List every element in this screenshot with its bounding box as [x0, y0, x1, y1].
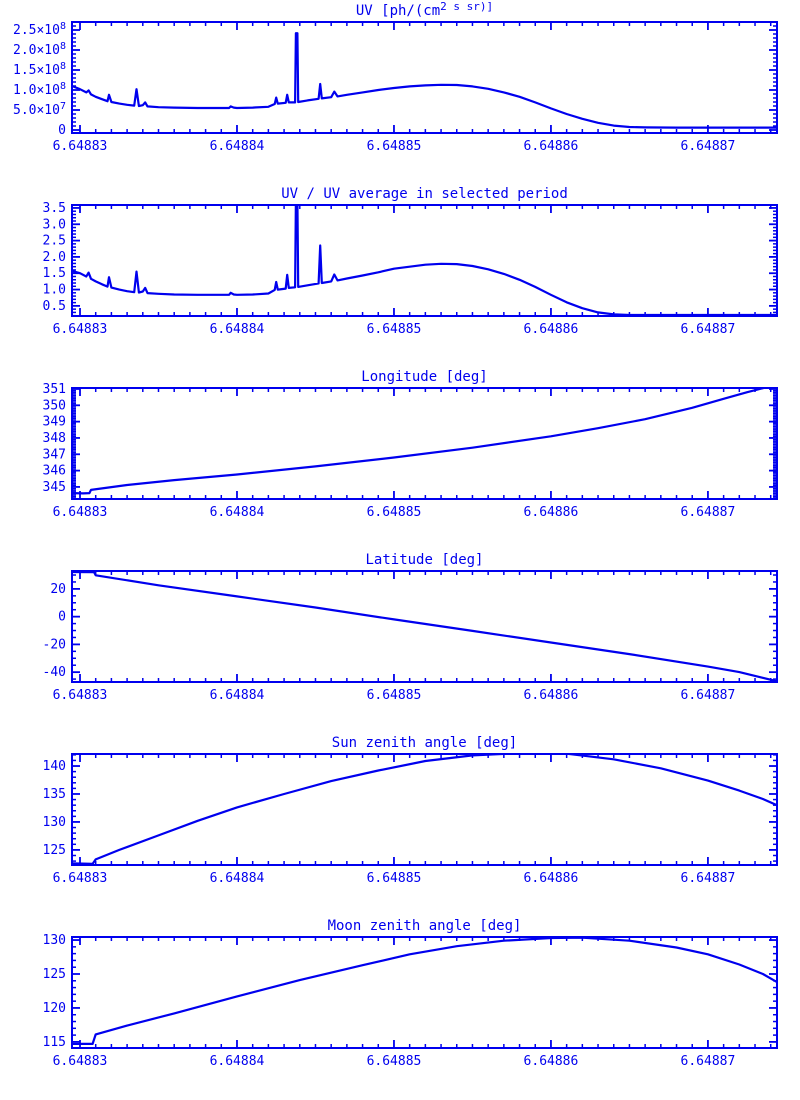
x-tick-label: 6.64883: [53, 871, 108, 886]
x-tick-label: 6.64884: [210, 1054, 265, 1069]
y-tick-label: 350: [43, 398, 66, 413]
x-tick-label: 6.64885: [367, 139, 422, 154]
chart-title: UV / UV average in selected period: [281, 186, 568, 202]
chart-title: UV [ph/(cm2 s sr)]: [356, 0, 493, 19]
x-tick-label: 6.64887: [681, 505, 736, 520]
chart-title: Latitude [deg]: [365, 552, 483, 568]
chart-title: Sun zenith angle [deg]: [332, 735, 517, 751]
x-tick-label: 6.64883: [53, 322, 108, 337]
chart-latitude: Latitude [deg] 6.64883 6.64884 6.64885 6.648…: [0, 549, 800, 732]
chart-svg-5: Moon zenith angle [deg] 6.64883 6.64884 6.6…: [43, 918, 778, 1069]
x-tick-label: 6.64883: [53, 1054, 108, 1069]
x-tick-label: 6.64885: [367, 688, 422, 703]
plot-frame: [71, 753, 778, 866]
y-tick-label: 1.5×108: [13, 61, 66, 78]
x-tick-label: 6.64887: [681, 688, 736, 703]
y-tick-label: 345: [43, 480, 66, 495]
x-tick-label: 6.64883: [53, 688, 108, 703]
y-tick-label: 2.0: [43, 250, 66, 265]
y-tick-label: 348: [43, 431, 66, 446]
series-line-sun-zenith-angle: [72, 754, 777, 865]
y-tick-label: 5.0×107: [13, 101, 66, 118]
plot-frame: [71, 204, 778, 317]
y-tick-label: 347: [43, 447, 66, 462]
x-tick-label: 6.64884: [210, 688, 265, 703]
y-tick-label: 0.5: [43, 299, 66, 314]
chart-svg-2: Longitude [deg] 6.64883 6.64884 6.64885 6.64…: [43, 369, 778, 520]
y-tick-label: 1.5: [43, 266, 66, 281]
y-tick-label: 2.5: [43, 234, 66, 249]
y-tick-label: -40: [43, 665, 66, 680]
y-tick-label: 125: [43, 843, 66, 858]
chart-sun-zenith-angle: Sun zenith angle [deg] 6.64883 6.64884 6.64…: [0, 732, 800, 915]
series-line-latitude: [72, 571, 777, 682]
y-tick-label: 115: [43, 1035, 66, 1050]
x-tick-label: 6.64887: [681, 139, 736, 154]
y-tick-label: 349: [43, 415, 66, 430]
y-tick-label: 20: [50, 582, 66, 597]
x-tick-label: 6.64886: [524, 322, 579, 337]
x-tick-label: 6.64884: [210, 322, 265, 337]
x-tick-label: 6.64885: [367, 1054, 422, 1069]
x-tick-label: 6.64884: [210, 871, 265, 886]
x-tick-label: 6.64886: [524, 139, 579, 154]
chart-uv-ratio: UV / UV average in selected period 6.6488…: [0, 183, 800, 366]
y-tick-label: 125: [43, 967, 66, 982]
x-tick-label: 6.64883: [53, 139, 108, 154]
x-tick-label: 6.64883: [53, 505, 108, 520]
chart-svg-3: Latitude [deg] 6.64883 6.64884 6.64885 6.648…: [43, 552, 778, 703]
y-tick-label: 2.0×108: [13, 41, 66, 58]
x-tick-label: 6.64885: [367, 322, 422, 337]
y-tick-label: 1.0×108: [13, 81, 66, 98]
y-tick-label: 130: [43, 933, 66, 948]
x-tick-label: 6.64887: [681, 871, 736, 886]
chart-svg-0: UV [ph/(cm2 s sr)] 6.64883 6.64884 6.64885 6…: [13, 0, 778, 154]
x-tick-label: 6.64885: [367, 871, 422, 886]
chart-moon-zenith-angle: Moon zenith angle [deg] 6.64883 6.64884 6.6…: [0, 915, 800, 1098]
y-tick-label: 135: [43, 787, 66, 802]
chart-longitude: Longitude [deg] 6.64883 6.64884 6.64885 6.64…: [0, 366, 800, 549]
plot-frame: [71, 936, 778, 1049]
x-tick-label: 6.64886: [524, 871, 579, 886]
y-tick-label: 120: [43, 1001, 66, 1016]
x-tick-label: 6.64887: [681, 1054, 736, 1069]
x-tick-label: 6.64884: [210, 139, 265, 154]
x-tick-label: 6.64884: [210, 505, 265, 520]
chart-svg-1: UV / UV average in selected period 6.6488…: [43, 186, 778, 337]
plot-frame: [71, 570, 778, 683]
chart-title: Moon zenith angle [deg]: [328, 918, 522, 934]
y-tick-label: 3.0: [43, 217, 66, 232]
series-line-moon-zenith-angle: [72, 937, 777, 1045]
series-line-longitude: [72, 388, 767, 495]
y-tick-label: 140: [43, 759, 66, 774]
y-tick-label: 130: [43, 815, 66, 830]
y-tick-label: 0: [58, 610, 66, 625]
y-tick-label: 0: [58, 123, 66, 138]
y-tick-label: 346: [43, 464, 66, 479]
x-tick-label: 6.64886: [524, 1054, 579, 1069]
y-tick-label: 1.0: [43, 283, 66, 298]
plot-frame: [71, 21, 778, 134]
series-line-uv-uv-average: [72, 205, 777, 316]
x-tick-label: 6.64887: [681, 322, 736, 337]
plot-frame: [71, 387, 778, 500]
x-tick-label: 6.64885: [367, 505, 422, 520]
chart-uv: UV [ph/(cm2 s sr)] 6.64883 6.64884 6.64885 6…: [0, 0, 800, 183]
chart-title: Longitude [deg]: [361, 369, 487, 385]
series-line-uv-radiance: [72, 32, 777, 129]
x-tick-label: 6.64886: [524, 688, 579, 703]
y-tick-label: 351: [43, 382, 66, 397]
y-tick-label: 2.5×108: [13, 21, 66, 38]
x-tick-label: 6.64886: [524, 505, 579, 520]
y-tick-label: -20: [43, 637, 66, 652]
chart-svg-4: Sun zenith angle [deg] 6.64883 6.64884 6.64…: [43, 735, 778, 886]
y-tick-label: 3.5: [43, 201, 66, 216]
